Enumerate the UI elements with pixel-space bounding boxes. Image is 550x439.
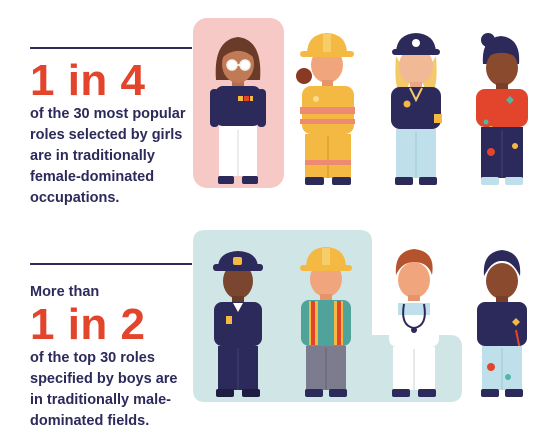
top-rule — [30, 47, 192, 49]
artist-figure — [476, 33, 528, 185]
firefighter-figure — [296, 33, 355, 185]
girls-line-1: of the 30 most popular — [30, 106, 186, 122]
police-officer-figure — [213, 251, 263, 397]
girls-line-4: female-dominated — [30, 169, 155, 185]
boys-line-2: specified by boys are — [30, 371, 178, 387]
boys-line-1: of the top 30 roles — [30, 350, 155, 366]
bottom-rule — [30, 263, 192, 265]
construction-worker-figure — [300, 247, 352, 397]
girls-stat-description: of the 30 most popular roles selected by… — [30, 104, 186, 209]
boys-stat-lead: More than — [30, 284, 100, 300]
boys-stat-block: More than 1 in 2 of the top 30 roles spe… — [30, 283, 177, 432]
girls-line-3: are in traditionally — [30, 148, 155, 164]
boys-line-3: in traditionally male- — [30, 392, 171, 408]
doctor-figure — [389, 249, 439, 397]
boys-stat-description: of the top 30 roles specified by boys ar… — [30, 348, 177, 432]
painter-figure — [477, 250, 527, 397]
girls-line-2: roles selected by girls — [30, 127, 183, 143]
businesswoman-figure — [210, 37, 266, 184]
girls-stat-block: 1 in 4 of the 30 most popular roles sele… — [30, 56, 186, 209]
boys-stat: 1 in 2 — [30, 300, 146, 349]
girls-stat: 1 in 4 — [30, 56, 146, 105]
boys-line-4: dominated fields. — [30, 413, 150, 429]
miner-figure — [391, 33, 442, 185]
girls-line-5: occupations. — [30, 190, 120, 206]
